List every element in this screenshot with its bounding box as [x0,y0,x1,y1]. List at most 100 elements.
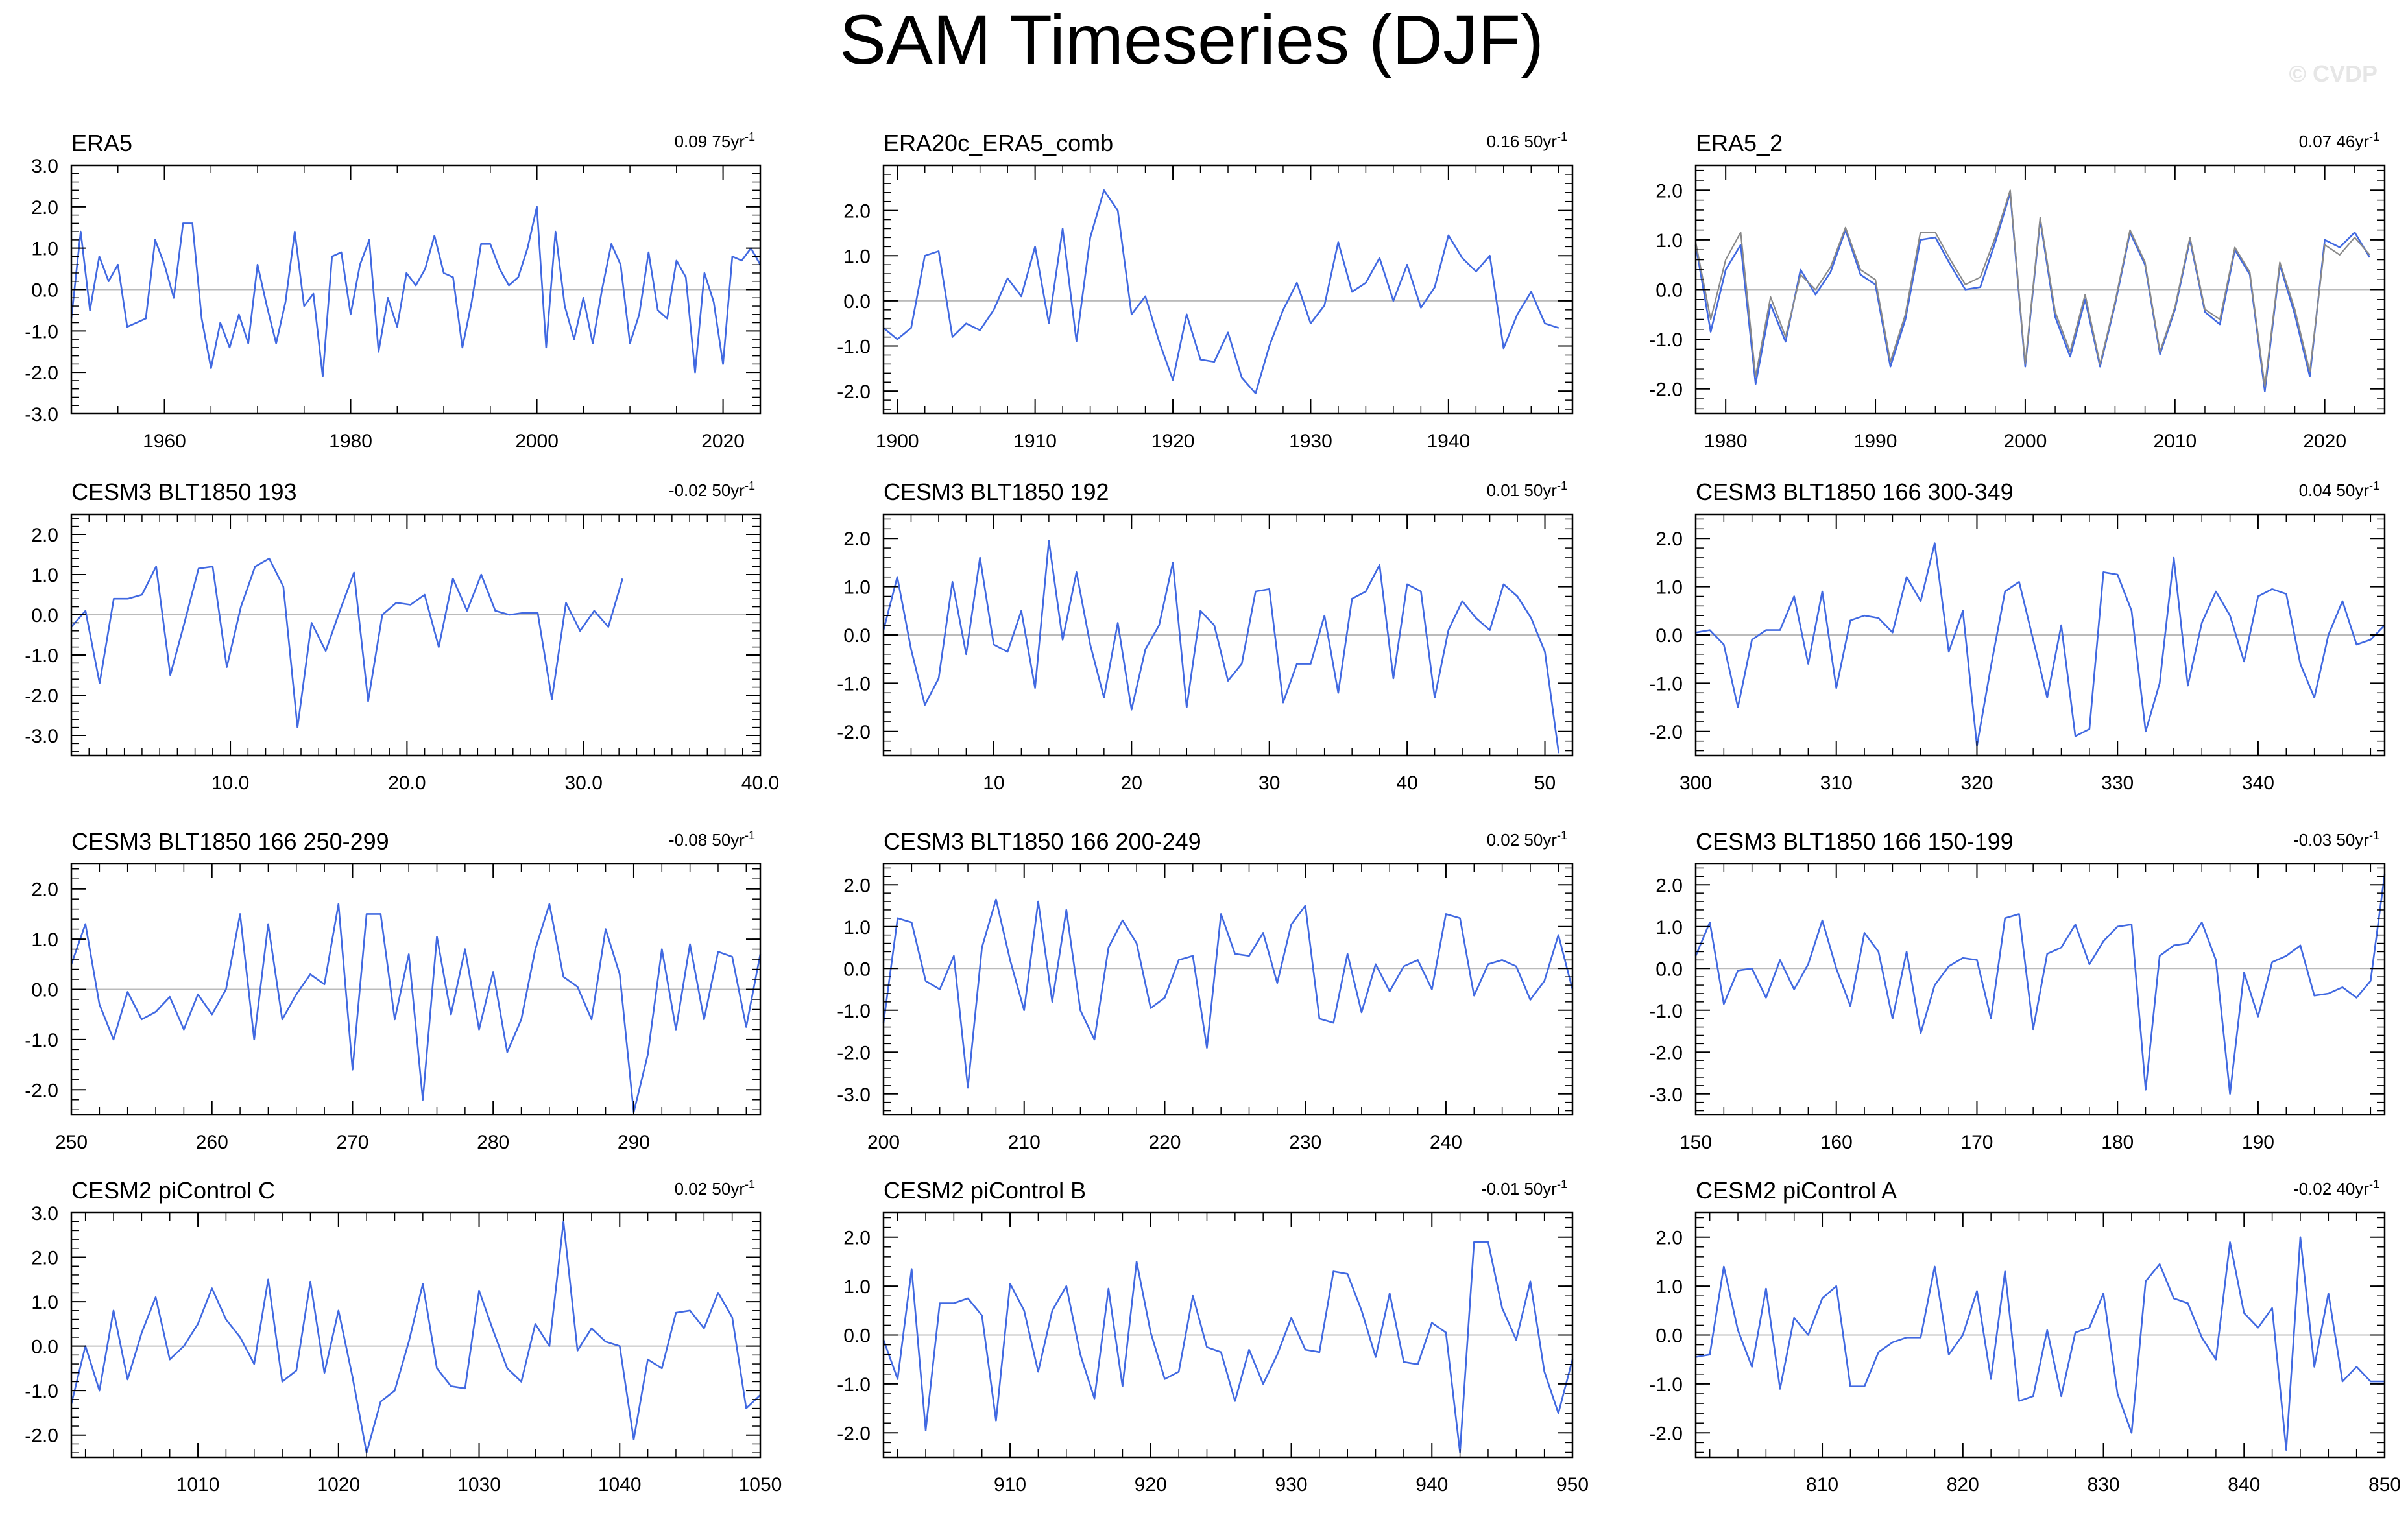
x-tick-label: 240 [1430,1132,1462,1153]
y-tick-label: 1.0 [1655,1276,1683,1298]
y-tick-label: -2.0 [25,1080,58,1101]
y-tick-label: -2.0 [25,686,58,707]
panel-title: CESM3 BLT1850 166 200-249 [884,828,1201,855]
y-tick-label: 0.0 [31,280,58,302]
x-tick-label: 2000 [515,431,559,452]
trend-exponent: -1 [2369,1178,2379,1191]
x-tick-label: 160 [1820,1132,1853,1153]
panel-8: -3.0 -2.0 -1.0 0.0 1.0 2.0 150 160 170 180 190 CESM… [1649,828,2386,1153]
x-tick-label: 1920 [1151,431,1195,452]
y-tick-label: -2.0 [1649,722,1683,743]
y-tick-label: 2.0 [31,879,58,901]
trend-exponent: -1 [745,130,755,143]
x-tick-label: 50 [1534,772,1556,794]
x-tick-label: 920 [1135,1474,1167,1496]
x-tick-label: 20.0 [388,772,426,794]
x-tick-label: 1030 [457,1474,501,1496]
trend-exponent: -1 [1557,829,1567,842]
trend-exponent: -1 [1557,479,1567,492]
x-tick-label: 260 [196,1132,228,1153]
x-tick-label: 30 [1258,772,1280,794]
y-tick-label: 2.0 [843,529,871,550]
panel-11: -2.0 -1.0 0.0 1.0 2.0 810 820 830 840 850 CESM2 pi… [1649,1177,2401,1496]
plot-frame [882,863,1574,1116]
y-tick-label: 0.0 [843,291,871,313]
y-tick-label: 2.0 [1655,529,1683,550]
trend-exponent: -1 [1557,130,1567,143]
y-tick-label: -3.0 [25,404,58,425]
x-tick-label: 950 [1556,1474,1589,1496]
panel-title: CESM3 BLT1850 193 [71,479,297,505]
panel-title: CESM3 BLT1850 166 150-199 [1696,828,2014,855]
x-tick-label: 190 [2242,1132,2274,1153]
watermark: © CVDP [2289,60,2378,87]
y-tick-label: 0.0 [843,625,871,647]
x-tick-label: 940 [1415,1474,1448,1496]
panel-4: -2.0 -1.0 0.0 1.0 2.0 10 20 30 40 50 CESM3 BLT1850… [837,479,1574,794]
y-tick-label: -1.0 [1649,1001,1683,1022]
x-tick-label: 170 [1960,1132,1993,1153]
y-tick-label: -2.0 [1649,1423,1683,1444]
trend-exponent: -1 [745,479,755,492]
x-tick-label: 830 [2087,1474,2119,1496]
y-tick-label: 0.0 [1655,280,1683,302]
x-tick-label: 1980 [329,431,372,452]
y-tick-label: 2.0 [31,197,58,219]
x-tick-label: 2020 [701,431,745,452]
series-line-0 [70,903,762,1114]
y-tick-label: 1.0 [843,577,871,599]
series-line-0 [883,189,1559,395]
x-tick-label: 1040 [598,1474,642,1496]
y-tick-label: -1.0 [837,1001,871,1022]
x-tick-label: 180 [2101,1132,2134,1153]
series-line-0 [70,206,762,377]
y-tick-label: -2.0 [837,381,871,403]
trend-exponent: -1 [745,1178,755,1191]
panel-0: -3.0 -2.0 -1.0 0.0 1.0 2.0 3.0 1960 1980 2000 2020… [25,130,762,452]
x-tick-label: 230 [1289,1132,1321,1153]
y-tick-label: 1.0 [843,246,871,267]
y-tick-label: 2.0 [843,1228,871,1249]
x-tick-label: 2020 [2303,431,2346,452]
y-tick-label: -1.0 [25,1030,58,1051]
x-tick-label: 320 [1960,772,1993,794]
y-tick-label: 1.0 [31,929,58,951]
y-tick-label: 0.0 [1655,625,1683,647]
panel-title: ERA5 [71,130,132,156]
series-line-1 [1694,189,2370,388]
y-tick-label: 1.0 [31,1292,58,1313]
plot-frame [70,513,762,757]
trend-label: 0.02 50yr-1 [675,1178,755,1198]
trend-label: -0.01 50yr-1 [1481,1178,1567,1198]
x-tick-label: 1990 [1854,431,1897,452]
y-tick-label: -1.0 [837,1374,871,1396]
x-tick-label: 1930 [1289,431,1332,452]
x-tick-label: 1900 [876,431,919,452]
panel-9: -2.0 -1.0 0.0 1.0 2.0 3.0 1010 1020 1030 1040 1050… [25,1177,782,1496]
trend-label: -0.08 50yr-1 [669,829,755,850]
y-tick-label: -2.0 [1649,1042,1683,1064]
x-tick-label: 810 [1806,1474,1838,1496]
x-tick-label: 340 [2242,772,2274,794]
y-tick-label: -2.0 [837,1042,871,1064]
panel-title: CESM3 BLT1850 192 [884,479,1109,505]
plot-frame [882,164,1574,415]
panel-title: CESM2 piControl C [71,1177,275,1204]
x-tick-label: 1020 [317,1474,360,1496]
plot-frame [1694,863,2386,1116]
y-tick-label: 1.0 [1655,577,1683,599]
trend-exponent: -1 [2369,130,2379,143]
x-tick-label: 1960 [143,431,186,452]
x-tick-label: 200 [867,1132,900,1153]
x-tick-label: 300 [1680,772,1712,794]
x-tick-label: 330 [2101,772,2134,794]
panel-title: ERA5_2 [1696,130,1783,156]
y-tick-label: -3.0 [1649,1084,1683,1106]
series-line-0 [882,540,1560,754]
panel-7: -3.0 -2.0 -1.0 0.0 1.0 2.0 200 210 220 230 240 CESM… [837,828,1574,1153]
trend-exponent: -1 [745,829,755,842]
trend-label: 0.01 50yr-1 [1487,479,1567,500]
y-tick-label: -1.0 [25,1381,58,1402]
